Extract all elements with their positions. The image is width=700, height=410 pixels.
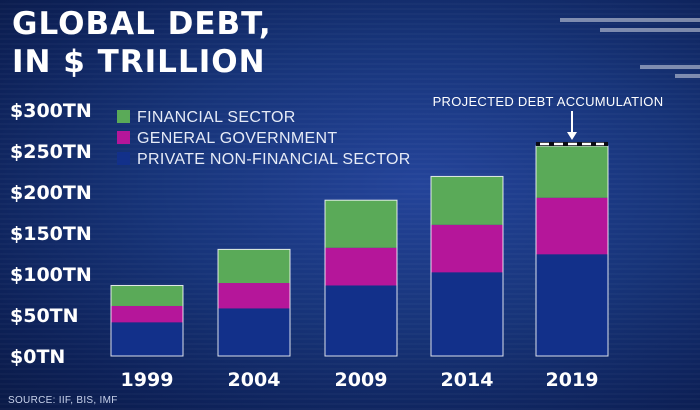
y-tick-label: $0TN [10,346,65,368]
x-tick-label: 1999 [121,369,174,391]
bar-segment-private [111,322,183,356]
bar-outline [430,175,504,357]
bar-outline [110,284,184,357]
bar-segment-private [431,272,503,356]
bar-segment-financial [325,200,397,248]
y-tick-label: $200TN [10,182,92,204]
bar-segment-financial [431,176,503,225]
bar-segment-government [325,247,397,286]
legend-label: GENERAL GOVERNMENT [137,130,337,147]
legend-label: FINANCIAL SECTOR [137,109,296,126]
bar-segment-financial [536,146,608,198]
bar-segment-government [431,224,503,273]
title-line-1: GLOBAL DEBT, [12,6,272,42]
bar-segment-private [536,254,608,356]
y-tick-label: $50TN [10,305,79,327]
y-tick-label: $250TN [10,141,92,163]
x-tick-label: 2009 [335,369,388,391]
bar-segment-government [218,283,290,309]
title-line-2: IN $ TRILLION [12,44,266,80]
bar-outline [217,248,291,357]
bar-outline [324,199,398,357]
y-tick-label: $100TN [10,264,92,286]
decorative-bar [560,18,700,22]
legend-label: PRIVATE NON-FINANCIAL SECTOR [137,151,411,168]
decorative-bar [600,28,700,32]
bar-segment-financial [218,249,290,284]
annotation-arrow-head [567,131,577,140]
x-tick-label: 2014 [441,369,494,391]
x-tick-label: 2019 [546,369,599,391]
annotation-label: PROJECTED DEBT ACCUMULATION [433,94,664,109]
decorative-bar [675,74,700,78]
source-note: SOURCE: IIF, BIS, IMF [8,395,118,406]
decorative-bar [640,65,700,69]
legend-swatch [117,131,130,144]
bar-segment-government [536,197,608,255]
bar-segment-government [111,305,183,323]
bar-segment-private [218,308,290,356]
bar-segment-financial [111,285,183,306]
legend-swatch [117,152,130,165]
y-tick-label: $150TN [10,223,92,245]
x-tick-label: 2004 [228,369,281,391]
y-tick-label: $300TN [10,100,92,122]
bar-segment-private [325,285,397,356]
legend-swatch [117,110,130,123]
